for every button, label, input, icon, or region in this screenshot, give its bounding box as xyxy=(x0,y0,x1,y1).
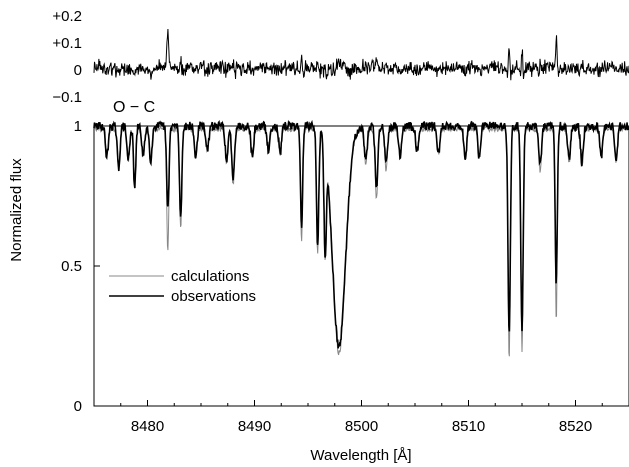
legend-label-calculations: calculations xyxy=(171,268,249,285)
plot-frame xyxy=(93,125,629,407)
y-tick-label: 0.5 xyxy=(61,258,82,275)
legend-label-observations: observations xyxy=(171,288,256,305)
series-line-observations xyxy=(93,119,629,349)
series-line-calculations xyxy=(93,124,629,357)
x-tick-label: 8480 xyxy=(131,418,164,435)
y-tick-label: 0 xyxy=(74,398,82,415)
residual-y-tick-label: +0.2 xyxy=(52,8,82,25)
residual-y-ticks: −0.1 0 +0.1 +0.2 xyxy=(52,8,82,106)
legend: calculations observations xyxy=(109,268,256,305)
y-axis-title: Normalized flux xyxy=(8,158,25,262)
x-tick-label: 8490 xyxy=(238,418,271,435)
y-tick-label: 1 xyxy=(74,118,82,135)
residual-y-tick-label: 0 xyxy=(74,62,82,79)
main-panel: 8480 8490 8500 8510 8520 0 0.5 1 calculations … xyxy=(8,118,629,464)
residual-y-tick-label: +0.1 xyxy=(52,35,82,52)
residual-line xyxy=(93,29,629,81)
x-tick-label: 8500 xyxy=(345,418,378,435)
residual-panel: −0.1 0 +0.1 +0.2 O − C xyxy=(52,8,629,116)
x-tick-label: 8520 xyxy=(559,418,592,435)
residual-label: O − C xyxy=(113,99,155,116)
residual-y-tick-label: −0.1 xyxy=(52,89,82,106)
x-axis-title: Wavelength [Å] xyxy=(310,447,411,464)
x-tick-label: 8510 xyxy=(452,418,485,435)
